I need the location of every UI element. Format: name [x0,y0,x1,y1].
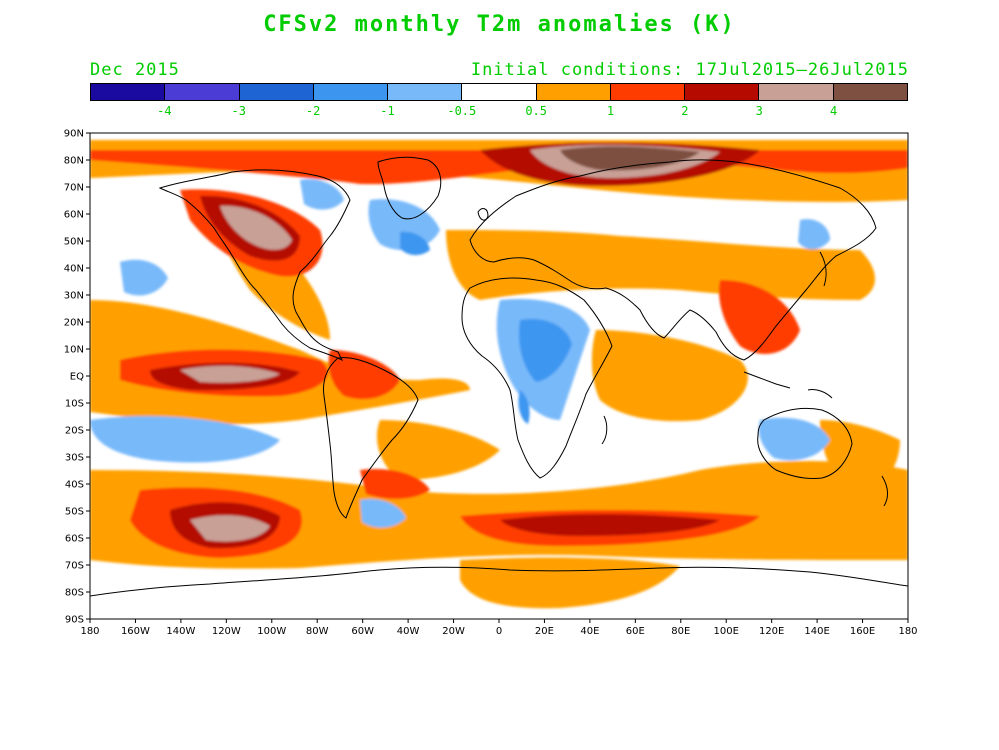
lat-label: 80S [65,588,84,599]
anomaly-region [220,205,292,250]
initial-conditions-label: Initial conditions: 17Jul2015–26Jul2015 [470,60,909,80]
valid-month-label: Dec 2015 [90,60,180,80]
anomaly-field [90,133,908,619]
lat-label: 50S [65,507,84,518]
anomaly-region [180,365,280,383]
colorbar-label: -0.5 [447,104,477,118]
anomaly-region [798,219,830,250]
anomaly-region [518,390,530,424]
colorbar-label: 1 [606,104,615,118]
lat-label: 80N [64,156,84,167]
anomaly-region [560,146,700,171]
lon-label: 80W [306,626,329,637]
anomaly-region [360,468,430,499]
anomaly-region [718,280,800,354]
anomaly-region [591,330,748,422]
colorbar-segment [462,84,537,100]
longitude-axis: 180 160W 140W 120W 100W 80W 60W 40W 20W 0 20E 40E 60… [80,619,918,637]
colorbar-labels: -4 -3 -2 -1 -0.5 0.5 1 2 3 4 [90,104,908,120]
anomaly-region [300,179,344,210]
colorbar-segment [388,84,463,100]
colorbar-label: 4 [830,104,838,118]
anomaly-region [446,230,875,300]
colorbar-segment [610,84,686,100]
lat-label: 40S [65,480,84,491]
lon-label: 60E [626,626,645,637]
lat-label: 90N [64,129,84,140]
lon-label: 180 [80,626,99,637]
colorbar-label: 3 [755,104,763,118]
anomaly-region [500,514,720,536]
lon-label: 140W [166,626,195,637]
anomaly-region [758,417,830,461]
anomaly-region [376,420,500,480]
latitude-axis: 90N 80N 70N 60N 50N 40N 30N 20N 10N EQ 10S 20S 30S 40… [64,129,90,626]
colorbar-label: 2 [681,104,689,118]
lon-label: 20E [535,626,554,637]
lat-label: EQ [70,372,84,383]
lat-label: 30S [65,453,84,464]
lon-label: 160W [121,626,150,637]
anomaly-region [820,420,900,494]
lon-label: 140E [804,626,829,637]
lat-label: 70N [64,183,84,194]
lon-label: 160E [850,626,875,637]
lat-label: 90S [65,615,84,626]
colorbar-label: -4 [157,104,172,118]
anomaly-region [190,515,270,542]
lat-label: 10S [65,399,84,410]
colorbar-label: -2 [305,104,321,118]
colorbar [90,83,908,101]
lon-label: 80E [671,626,690,637]
lat-label: 60N [64,210,84,221]
lon-label: 120W [212,626,241,637]
lon-label: 100W [257,626,286,637]
lat-label: 60S [65,534,84,545]
colorbar-label: 0.5 [525,104,548,118]
colorbar-segment [239,84,314,100]
anomaly-region [328,350,400,400]
lat-label: 70S [65,561,84,572]
chart-title: CFSv2 monthly T2m anomalies (K) [263,12,736,37]
anomaly-region [518,319,572,382]
coastlines [90,156,908,597]
lat-label: 30N [64,291,84,302]
lon-label: 60W [351,626,374,637]
colorbar-segment [91,84,166,100]
lon-label: 0 [496,626,502,637]
colorbar-segment [759,84,834,100]
lon-label: 20W [442,626,465,637]
lat-label: 40N [64,264,84,275]
colorbar-segment [536,84,611,100]
colorbar-segment [313,84,389,100]
lon-label: 100E [714,626,739,637]
lat-label: 20N [64,318,84,329]
lat-label: 20S [65,426,84,437]
colorbar-label: -1 [380,104,395,118]
anomaly-region [90,416,280,463]
anomaly-region [368,199,440,251]
lon-label: 120E [759,626,784,637]
lon-label: 40E [580,626,599,637]
anomaly-region [400,231,430,256]
colorbar-segment [833,84,907,100]
lat-label: 50N [64,237,84,248]
colorbar-label: -3 [231,104,246,118]
lon-label: 180 [898,626,917,637]
lat-label: 10N [64,345,84,356]
colorbar-segment [165,84,240,100]
anomaly-region [120,259,168,296]
lon-label: 40W [397,626,420,637]
colorbar-segment [685,84,760,100]
anomaly-region [360,498,406,528]
